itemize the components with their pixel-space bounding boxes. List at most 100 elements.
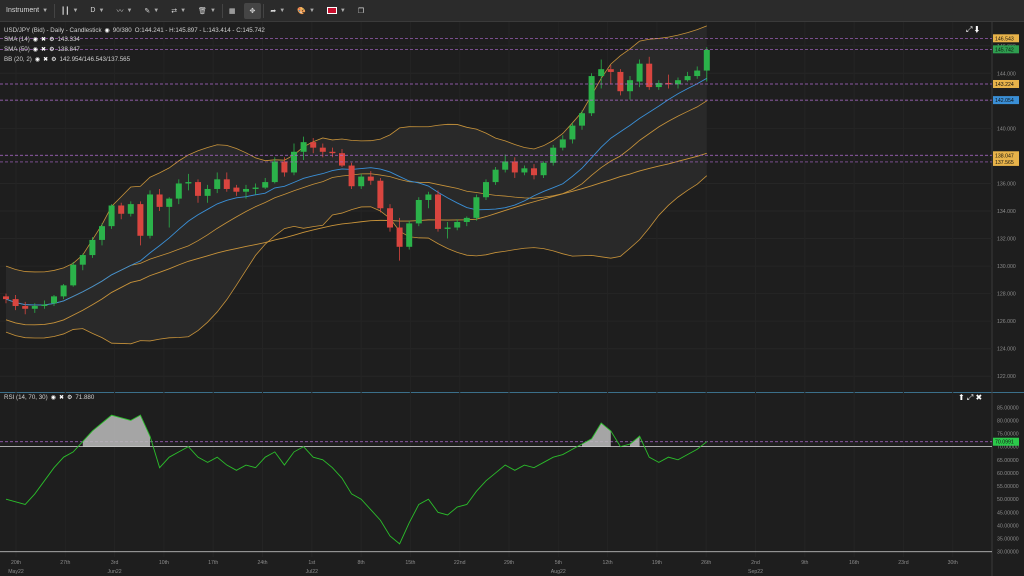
eye-icon[interactable]: ◉ — [32, 47, 39, 53]
rsi-legend: RSI (14, 70, 30) ◉ ✖ ⚙ 71.880 — [4, 394, 94, 401]
candle-up — [214, 179, 221, 189]
timeframe-dropdown[interactable]: D ▼ — [84, 0, 110, 22]
price-tick-label: 144.000 — [997, 71, 1016, 77]
price-tick-label: 124.000 — [997, 347, 1016, 353]
eye-icon[interactable]: ◉ — [34, 57, 41, 63]
compare-button[interactable]: ⇄ ▼ — [165, 0, 192, 22]
crosshair-icon: ✥ — [249, 7, 256, 15]
expand-chart-icon[interactable]: ⤢ ⬇ — [966, 25, 980, 34]
bb-value: 142.954/146.543/137.565 — [59, 56, 131, 63]
time-tick-label: 5th — [555, 560, 562, 566]
gear-icon[interactable]: ⚙ — [49, 37, 55, 43]
candle-up — [41, 304, 48, 307]
candle-down — [329, 151, 336, 154]
candle-up — [243, 188, 249, 192]
eye-icon[interactable]: ◉ — [50, 395, 56, 401]
instrument-label: Instrument — [6, 7, 40, 14]
price-tick-label: 136.000 — [997, 181, 1016, 187]
candle-up — [70, 264, 77, 286]
chevron-down-icon: ▼ — [72, 7, 79, 14]
share-button[interactable]: ➦ ▼ — [264, 0, 291, 22]
candle-up — [675, 80, 681, 85]
candle-down — [387, 208, 393, 228]
candle-up — [559, 139, 566, 148]
rsi-tick-label: 30.00000 — [997, 550, 1019, 556]
chevron-down-icon: ▼ — [209, 7, 216, 14]
candle-down — [319, 147, 326, 152]
rsi-line — [5, 414, 708, 545]
time-tick-month: Jul22 — [306, 569, 319, 575]
rsi-overbought-fill — [582, 423, 611, 447]
candle-down — [435, 194, 441, 229]
candle-up — [31, 306, 38, 309]
candle-up — [99, 226, 105, 240]
rsi-panel-controls-icon[interactable]: ⬆ ⤢ ✖ — [958, 393, 983, 402]
drawing-tools-button[interactable]: ✎ ▼ — [138, 0, 165, 22]
chevron-down-icon: ▼ — [98, 7, 105, 14]
candle-up — [79, 255, 86, 265]
popout-button[interactable]: ❐ — [352, 0, 370, 22]
indicators-button[interactable]: 〰 ▼ — [110, 0, 138, 22]
sma14-legend: SMA (14) ◉ ✖ ⚙ 143.334 — [4, 36, 80, 43]
candle-down — [617, 71, 624, 92]
instrument-dropdown[interactable]: Instrument ▼ — [0, 0, 54, 22]
layout-icon: ▦ — [228, 7, 236, 15]
delete-drawings-button[interactable]: 🗑 ▼ — [192, 0, 222, 22]
price-tick-label: 122.000 — [997, 374, 1016, 380]
price-tag-label: 146.543 — [995, 36, 1014, 42]
trash-icon: 🗑 — [198, 7, 207, 15]
time-tick-label: 22nd — [454, 560, 466, 566]
gear-icon[interactable]: ⚙ — [51, 57, 57, 63]
chart-type-button[interactable]: ┃┃ ▼ — [55, 0, 84, 22]
candle-down — [281, 161, 288, 173]
time-tick-label: 20th — [11, 560, 21, 566]
candle-up — [291, 151, 297, 173]
candle-up — [262, 182, 269, 188]
eye-icon[interactable]: ◉ — [104, 28, 110, 34]
chart-area[interactable]: 146.000144.000142.000140.000138.000136.0… — [0, 22, 1024, 576]
candle-down — [3, 296, 9, 300]
candle-down — [339, 153, 345, 166]
bb-legend: BB (20, 2) ◉ ✖ ⚙ 142.954/146.543/137.565 — [4, 56, 130, 63]
candle-up — [463, 217, 470, 223]
bb-label: BB (20, 2) — [4, 56, 32, 63]
candle-up — [147, 194, 153, 236]
close-icon[interactable]: ✖ — [41, 37, 47, 43]
candle-up — [89, 239, 96, 256]
price-tag — [993, 157, 1019, 166]
toolbar-divider — [221, 3, 223, 18]
candle-up — [598, 69, 605, 77]
candle-up — [300, 142, 307, 152]
rsi-tick-label: 65.00000 — [997, 458, 1019, 464]
gear-icon[interactable]: ⚙ — [49, 47, 55, 53]
chart-canvas[interactable]: 146.000144.000142.000140.000138.000136.0… — [0, 22, 1024, 576]
candle-down — [396, 227, 403, 247]
price-tag — [993, 79, 1019, 88]
theme-button[interactable]: 🎨 ▼ — [291, 0, 321, 22]
indicators-icon: 〰 — [116, 7, 124, 15]
candle-up — [483, 182, 489, 198]
close-icon[interactable]: ✖ — [43, 57, 49, 63]
rsi-value: 71.880 — [75, 394, 95, 401]
crosshair-button[interactable]: ✥ — [243, 2, 262, 19]
candle-up — [271, 161, 278, 183]
candle-up — [694, 70, 701, 77]
candle-up — [175, 183, 182, 199]
close-icon[interactable]: ✖ — [41, 47, 47, 53]
close-icon[interactable]: ✖ — [58, 395, 64, 401]
candle-up — [51, 296, 57, 304]
rsi-overbought-fill — [82, 415, 150, 447]
chevron-down-icon: ▼ — [180, 7, 187, 14]
candle-up — [406, 223, 413, 247]
rsi-tag — [993, 437, 1019, 446]
eye-icon[interactable]: ◉ — [32, 37, 39, 43]
candle-down — [531, 168, 537, 176]
chevron-down-icon: ▼ — [308, 7, 315, 14]
candle-up — [636, 63, 643, 82]
price-tag-label: 142.054 — [995, 98, 1014, 104]
time-tick-label: 8th — [357, 560, 364, 566]
layout-button[interactable]: ▦ — [223, 0, 242, 22]
candle-down — [665, 82, 672, 85]
gear-icon[interactable]: ⚙ — [66, 395, 73, 401]
language-button[interactable]: ▼ — [321, 0, 352, 22]
